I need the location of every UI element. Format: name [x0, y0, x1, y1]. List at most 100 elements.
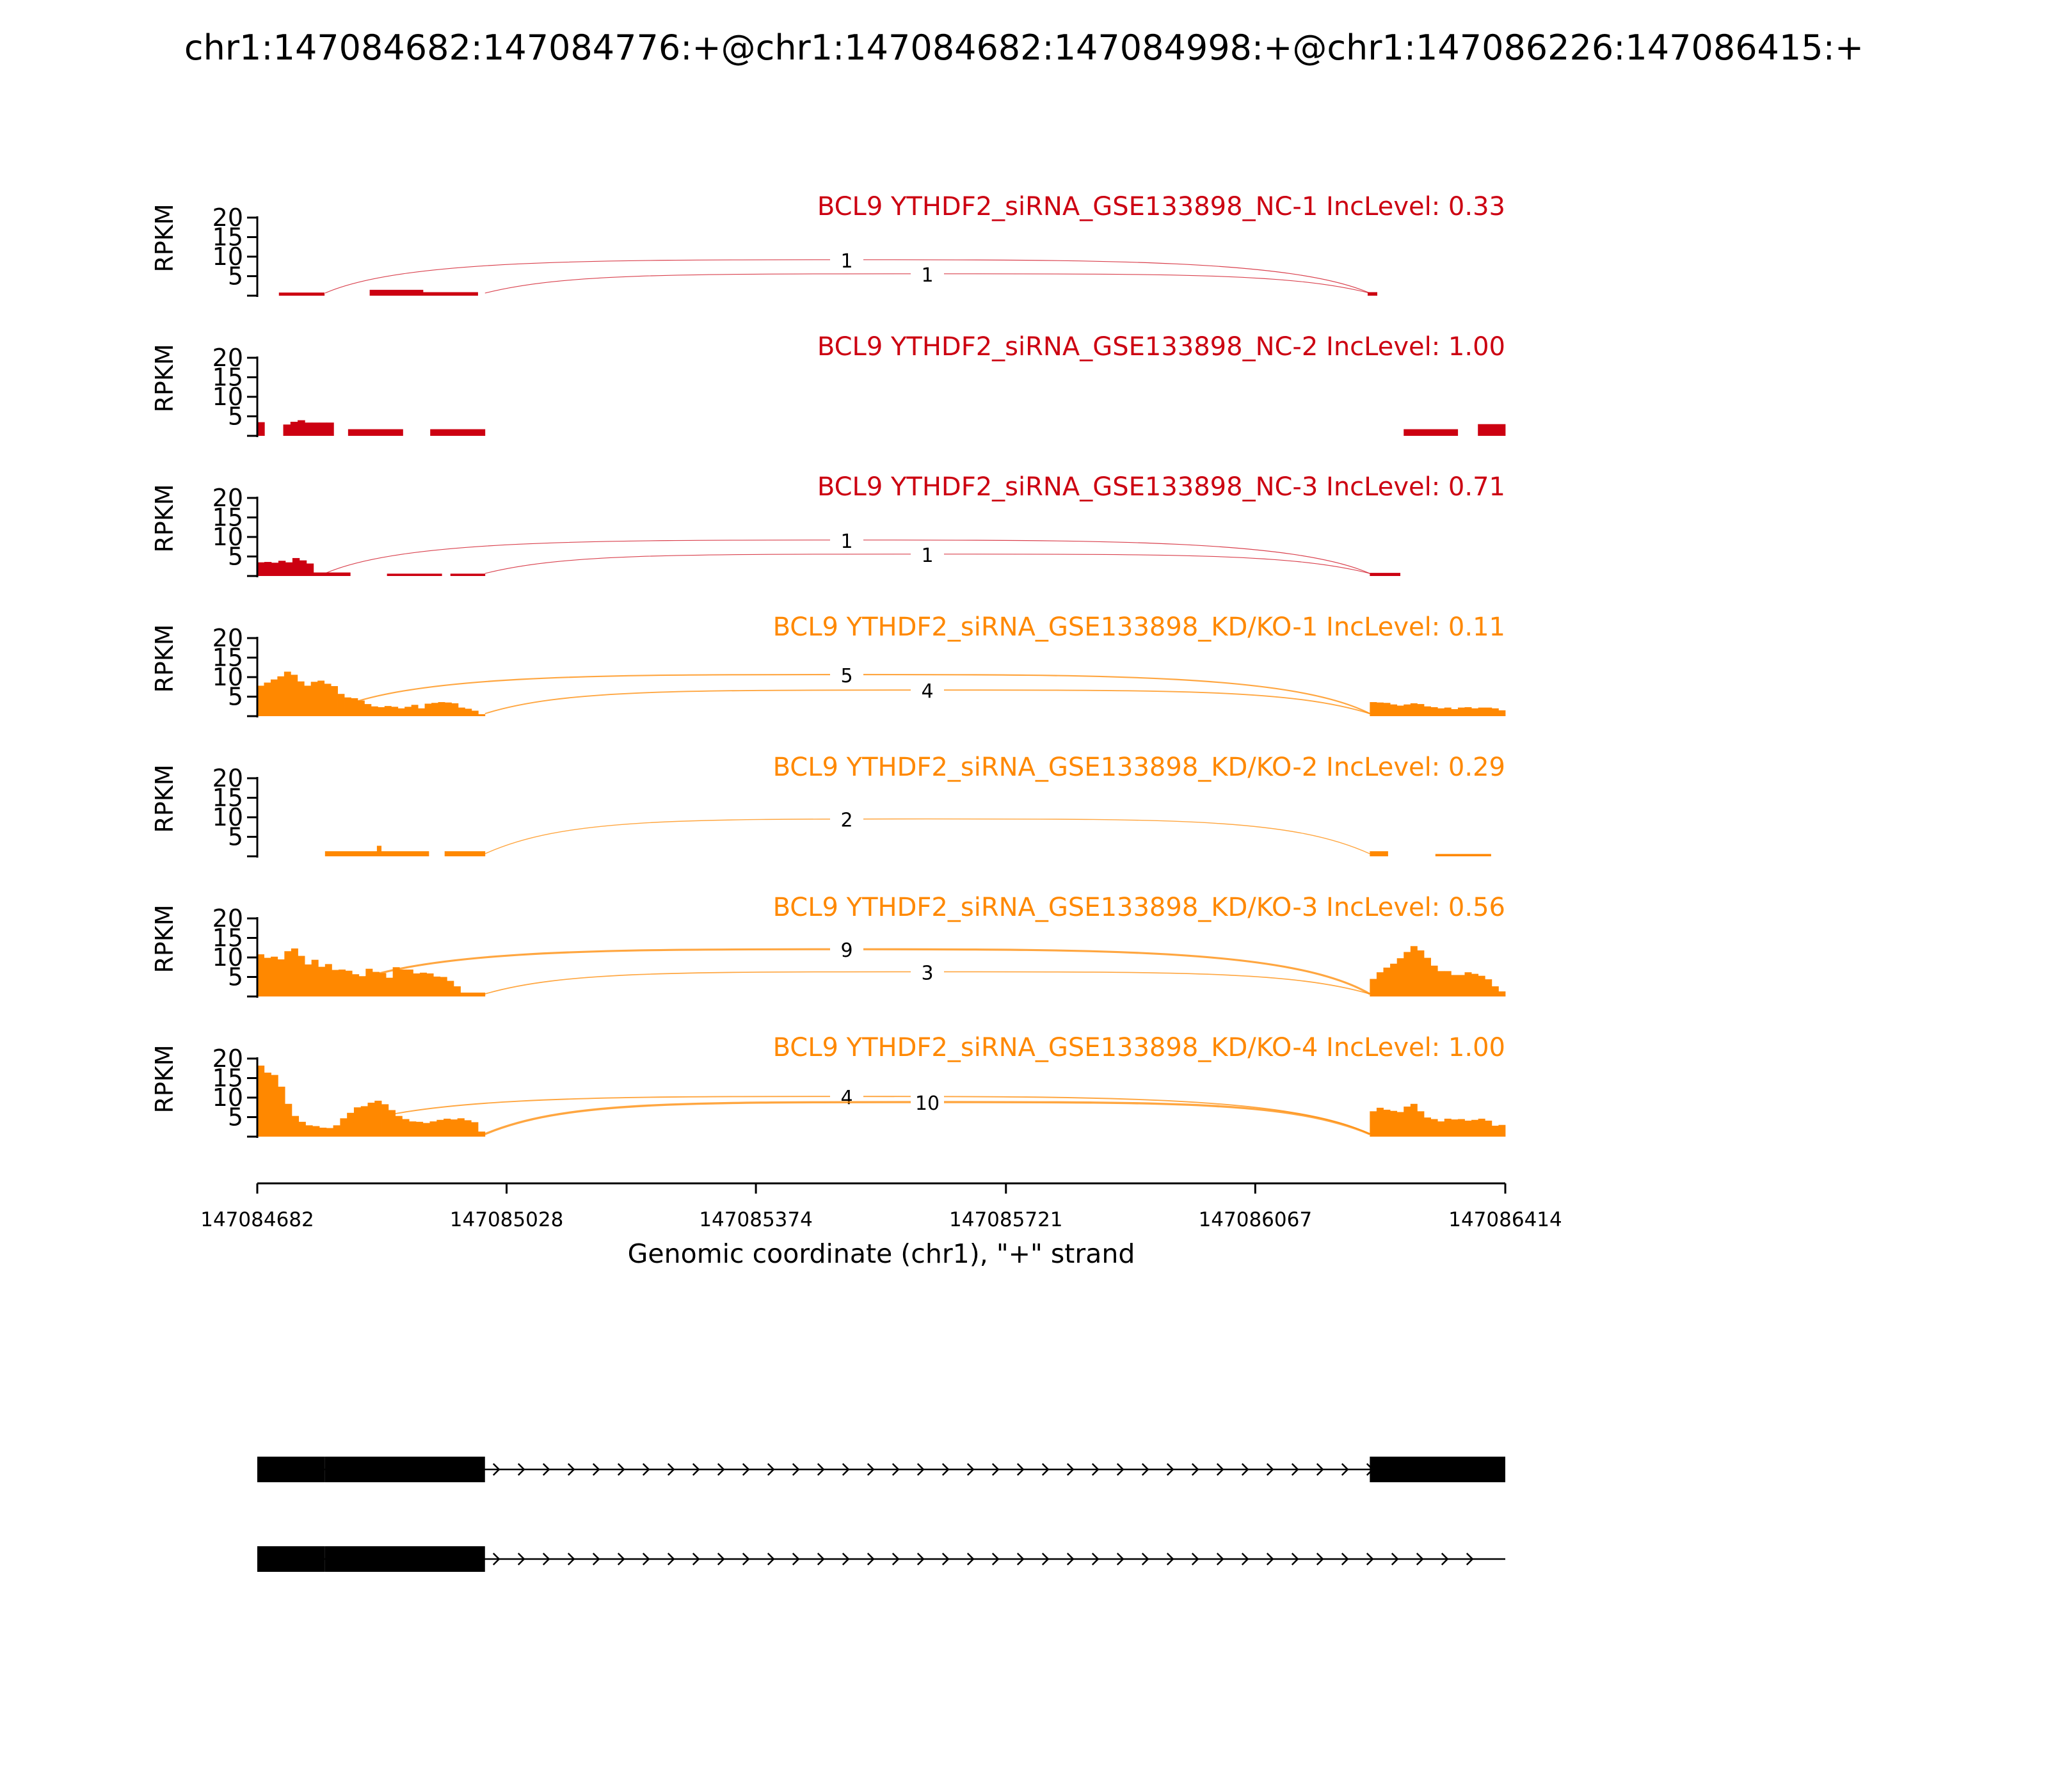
strand-arrow — [742, 1553, 750, 1565]
strand-arrow — [1316, 1553, 1324, 1565]
y-axis-label: RPKM — [150, 624, 179, 692]
strand-arrow — [1141, 1553, 1149, 1565]
coverage-bar — [1396, 958, 1404, 996]
coverage-bar — [1424, 957, 1431, 996]
y-axis-label: RPKM — [150, 484, 179, 552]
junction-label-bg — [830, 529, 863, 553]
strand-arrow — [1441, 1553, 1449, 1565]
strand-arrow — [941, 1463, 950, 1476]
coverage-bar — [351, 698, 358, 716]
coverage-bar — [1451, 709, 1459, 716]
coverage-bar — [1437, 708, 1445, 716]
coverage-bar — [1464, 1120, 1472, 1137]
strand-arrow — [1216, 1463, 1224, 1476]
strand-arrow — [767, 1553, 775, 1565]
junction-label-bg — [830, 1086, 863, 1110]
y-axis-label: RPKM — [150, 904, 179, 973]
strand-arrow — [867, 1553, 875, 1565]
strand-arrow — [1266, 1463, 1274, 1476]
y-axis-label: RPKM — [150, 204, 179, 272]
strand-arrow — [867, 1463, 875, 1476]
strand-arrow — [966, 1463, 975, 1476]
coverage-bar — [290, 422, 298, 436]
coverage-bar — [1383, 967, 1391, 996]
coverage-bar — [381, 851, 429, 856]
coverage-bar — [357, 700, 365, 716]
y-axis-label: RPKM — [150, 764, 179, 833]
strand-arrow — [966, 1553, 975, 1565]
strand-arrow — [1266, 1553, 1274, 1565]
coverage-bar — [1376, 1107, 1384, 1137]
coverage-bar — [395, 1116, 403, 1137]
y-tick-label: 5 — [228, 1103, 243, 1132]
coverage-bar — [404, 707, 412, 716]
coverage-bar — [358, 976, 366, 996]
coverage-bar — [312, 422, 320, 436]
coverage-bar — [413, 973, 420, 996]
gene-model-2 — [257, 1546, 1505, 1572]
coverage-bar — [257, 954, 264, 996]
x-axis: 147084682 147085028 147085374 147085721 1470… — [200, 1182, 1562, 1231]
track-title: BCL9 YTHDF2_siRNA_GSE133898_NC-2 IncLeve… — [817, 332, 1505, 362]
junction-label-bg — [911, 1092, 944, 1115]
coverage-bar — [424, 703, 432, 716]
coverage-bar — [271, 956, 278, 996]
coverage-bar — [1485, 707, 1492, 716]
y-tick-label: 20 — [212, 904, 243, 932]
coverage-bar — [305, 422, 312, 436]
coverage-bar — [451, 703, 459, 716]
coverage-bar — [1444, 707, 1452, 716]
coverage-bar — [319, 1127, 327, 1137]
coverage-bar — [324, 684, 332, 716]
coverage-bar — [352, 974, 360, 996]
coverage-bar — [292, 557, 300, 576]
gene-models — [257, 1457, 1505, 1572]
junction-count-label: 1 — [921, 545, 933, 567]
coverage-bar — [313, 572, 351, 576]
coverage-bar — [284, 951, 292, 996]
gene-model-1 — [257, 1457, 1505, 1482]
coverage-bar — [1471, 973, 1479, 996]
strand-arrow — [1366, 1463, 1374, 1476]
junction-count-label: 4 — [921, 680, 933, 703]
coverage-bar — [311, 959, 319, 996]
coverage-bar — [384, 706, 392, 716]
coverage-bar — [378, 707, 385, 716]
strand-arrow — [1066, 1553, 1075, 1565]
track-title: BCL9 YTHDF2_siRNA_GSE133898_NC-3 IncLeve… — [817, 472, 1505, 502]
y-tick-label: 10 — [212, 803, 243, 831]
coverage-bar — [1491, 986, 1499, 996]
strand-arrow — [617, 1553, 625, 1565]
coverage-bar — [386, 977, 394, 996]
coverage-bar — [431, 703, 438, 716]
coverage-bar — [257, 422, 265, 436]
x-tick-label: 147086414 — [1448, 1208, 1562, 1231]
strand-arrow — [842, 1463, 850, 1476]
coverage-bar — [298, 420, 305, 436]
strand-arrow — [1316, 1463, 1324, 1476]
coverage-bar — [372, 972, 380, 996]
strand-arrow — [1041, 1553, 1050, 1565]
coverage-bar — [324, 964, 332, 996]
junction-count-label: 5 — [840, 665, 852, 687]
coverage-bar — [419, 972, 427, 996]
strand-arrow — [667, 1463, 675, 1476]
strand-arrow — [817, 1463, 825, 1476]
coverage-bar — [348, 429, 403, 436]
coverage-bar — [1370, 702, 1377, 716]
coverage-bar — [444, 851, 486, 856]
coverage-bar — [1464, 972, 1472, 996]
coverage-bar — [1390, 963, 1398, 996]
coverage-bar — [392, 967, 400, 996]
strand-arrow — [717, 1463, 725, 1476]
coverage-bar — [1491, 708, 1499, 716]
coverage-bar — [1444, 1118, 1452, 1137]
x-tick-label: 147086067 — [1199, 1208, 1313, 1231]
junction-count-label: 2 — [840, 810, 852, 832]
y-tick-label: 15 — [212, 504, 243, 532]
strand-arrow — [941, 1553, 950, 1565]
coverage-bar — [447, 980, 454, 996]
coverage-bar — [444, 702, 452, 716]
